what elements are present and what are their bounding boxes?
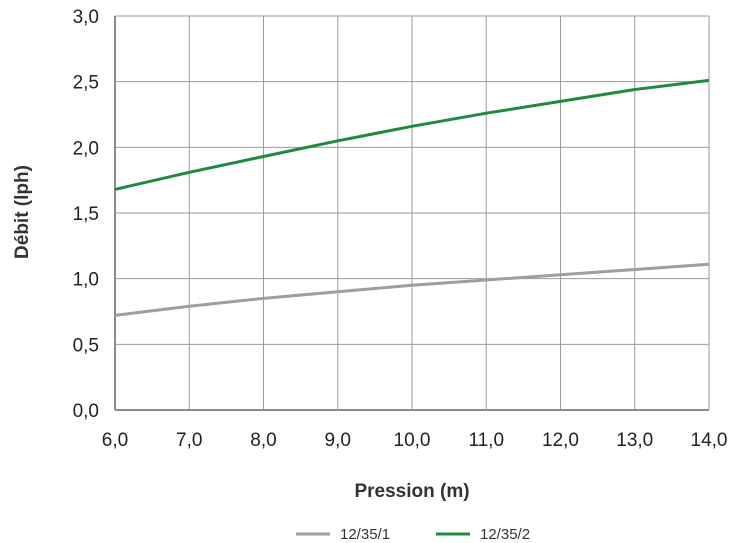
series-line-2	[114, 78, 710, 191]
series-line-1	[114, 262, 710, 317]
chart-axes	[114, 16, 709, 411]
y-tick-label-4: 2,0	[73, 138, 99, 159]
x-tick-label-5: 11,0	[468, 430, 504, 451]
x-tick-label-4: 10,0	[394, 430, 431, 451]
x-tick-label-0: 6,0	[102, 430, 128, 451]
legend-label-2: 12/35/2	[480, 526, 530, 543]
y-tick-label-0: 0,0	[73, 401, 99, 422]
x-tick-label-6: 12,0	[542, 430, 579, 451]
y-tick-labels: 0,0 0,5 1,0 1,5 2,0 2,5 3,0	[73, 7, 99, 422]
x-tick-label-1: 7,0	[176, 430, 202, 451]
y-tick-label-2: 1,0	[73, 270, 99, 291]
x-axis-title: Pression (m)	[354, 481, 469, 502]
chart-legend: 12/35/1 12/35/2	[296, 526, 530, 543]
x-tick-label-7: 13,0	[616, 430, 653, 451]
y-tick-label-6: 3,0	[73, 7, 99, 28]
y-axis-title: Débit (lph)	[12, 165, 33, 259]
y-tick-label-1: 0,5	[73, 335, 99, 356]
legend-label-1: 12/35/1	[340, 526, 390, 543]
y-tick-label-3: 1,5	[73, 204, 99, 225]
x-tick-label-8: 14,0	[691, 430, 728, 451]
chart-grid	[114, 15, 710, 411]
x-tick-label-2: 8,0	[250, 430, 276, 451]
x-tick-labels: 6,0 7,0 8,0 9,0 10,0 11,0 12,0 13,0 14,0	[102, 430, 728, 451]
y-tick-label-5: 2,5	[73, 73, 99, 94]
x-tick-label-3: 9,0	[325, 430, 351, 451]
chart-series	[114, 78, 710, 317]
